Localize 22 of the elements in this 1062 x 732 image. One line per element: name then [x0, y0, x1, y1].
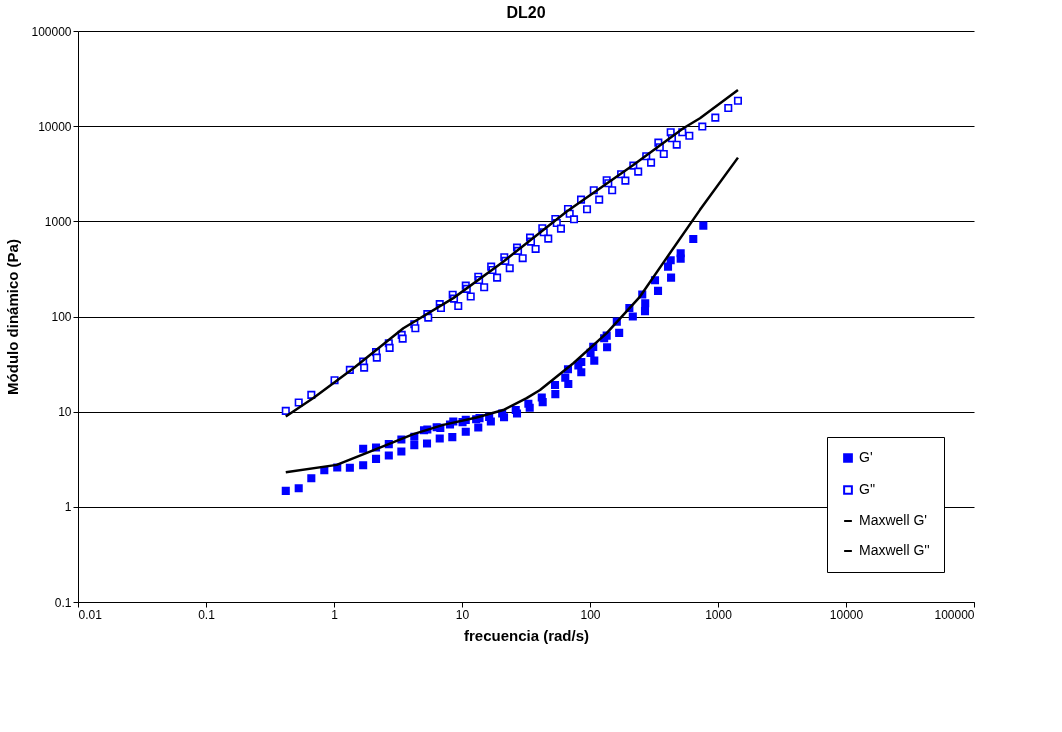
x-tick-label: 100000 — [934, 607, 975, 622]
x-tick-label: 0.01 — [78, 607, 103, 622]
legend-label: G' — [859, 449, 873, 465]
y-tick-label: 1000 — [44, 214, 72, 229]
y-tick-label: 0.1 — [54, 595, 72, 610]
x-tick-label: 1000 — [705, 607, 733, 622]
legend-label: Maxwell G' — [859, 512, 928, 528]
x-tick-label: 100 — [580, 607, 601, 622]
x-tick-label: 10000 — [829, 607, 864, 622]
y-tick-label: 100000 — [31, 24, 72, 39]
y-axis-title: Módulo dinámico (Pa) — [4, 239, 22, 395]
y-tick-label: 100 — [51, 310, 72, 324]
y-tick-label: 10000 — [38, 119, 72, 134]
x-tick-label: 1 — [331, 607, 339, 622]
x-tick-label: 10 — [455, 607, 470, 622]
legend-label: Maxwell G'' — [859, 542, 930, 558]
x-axis-title: frecuencia (rad/s) — [463, 626, 590, 644]
legend-label: G'' — [859, 481, 876, 497]
chart-title: DL20 — [506, 4, 546, 21]
x-tick-label: 0.1 — [198, 607, 216, 622]
y-tick-label: 1 — [64, 500, 72, 515]
y-tick-label: 10 — [58, 405, 72, 420]
